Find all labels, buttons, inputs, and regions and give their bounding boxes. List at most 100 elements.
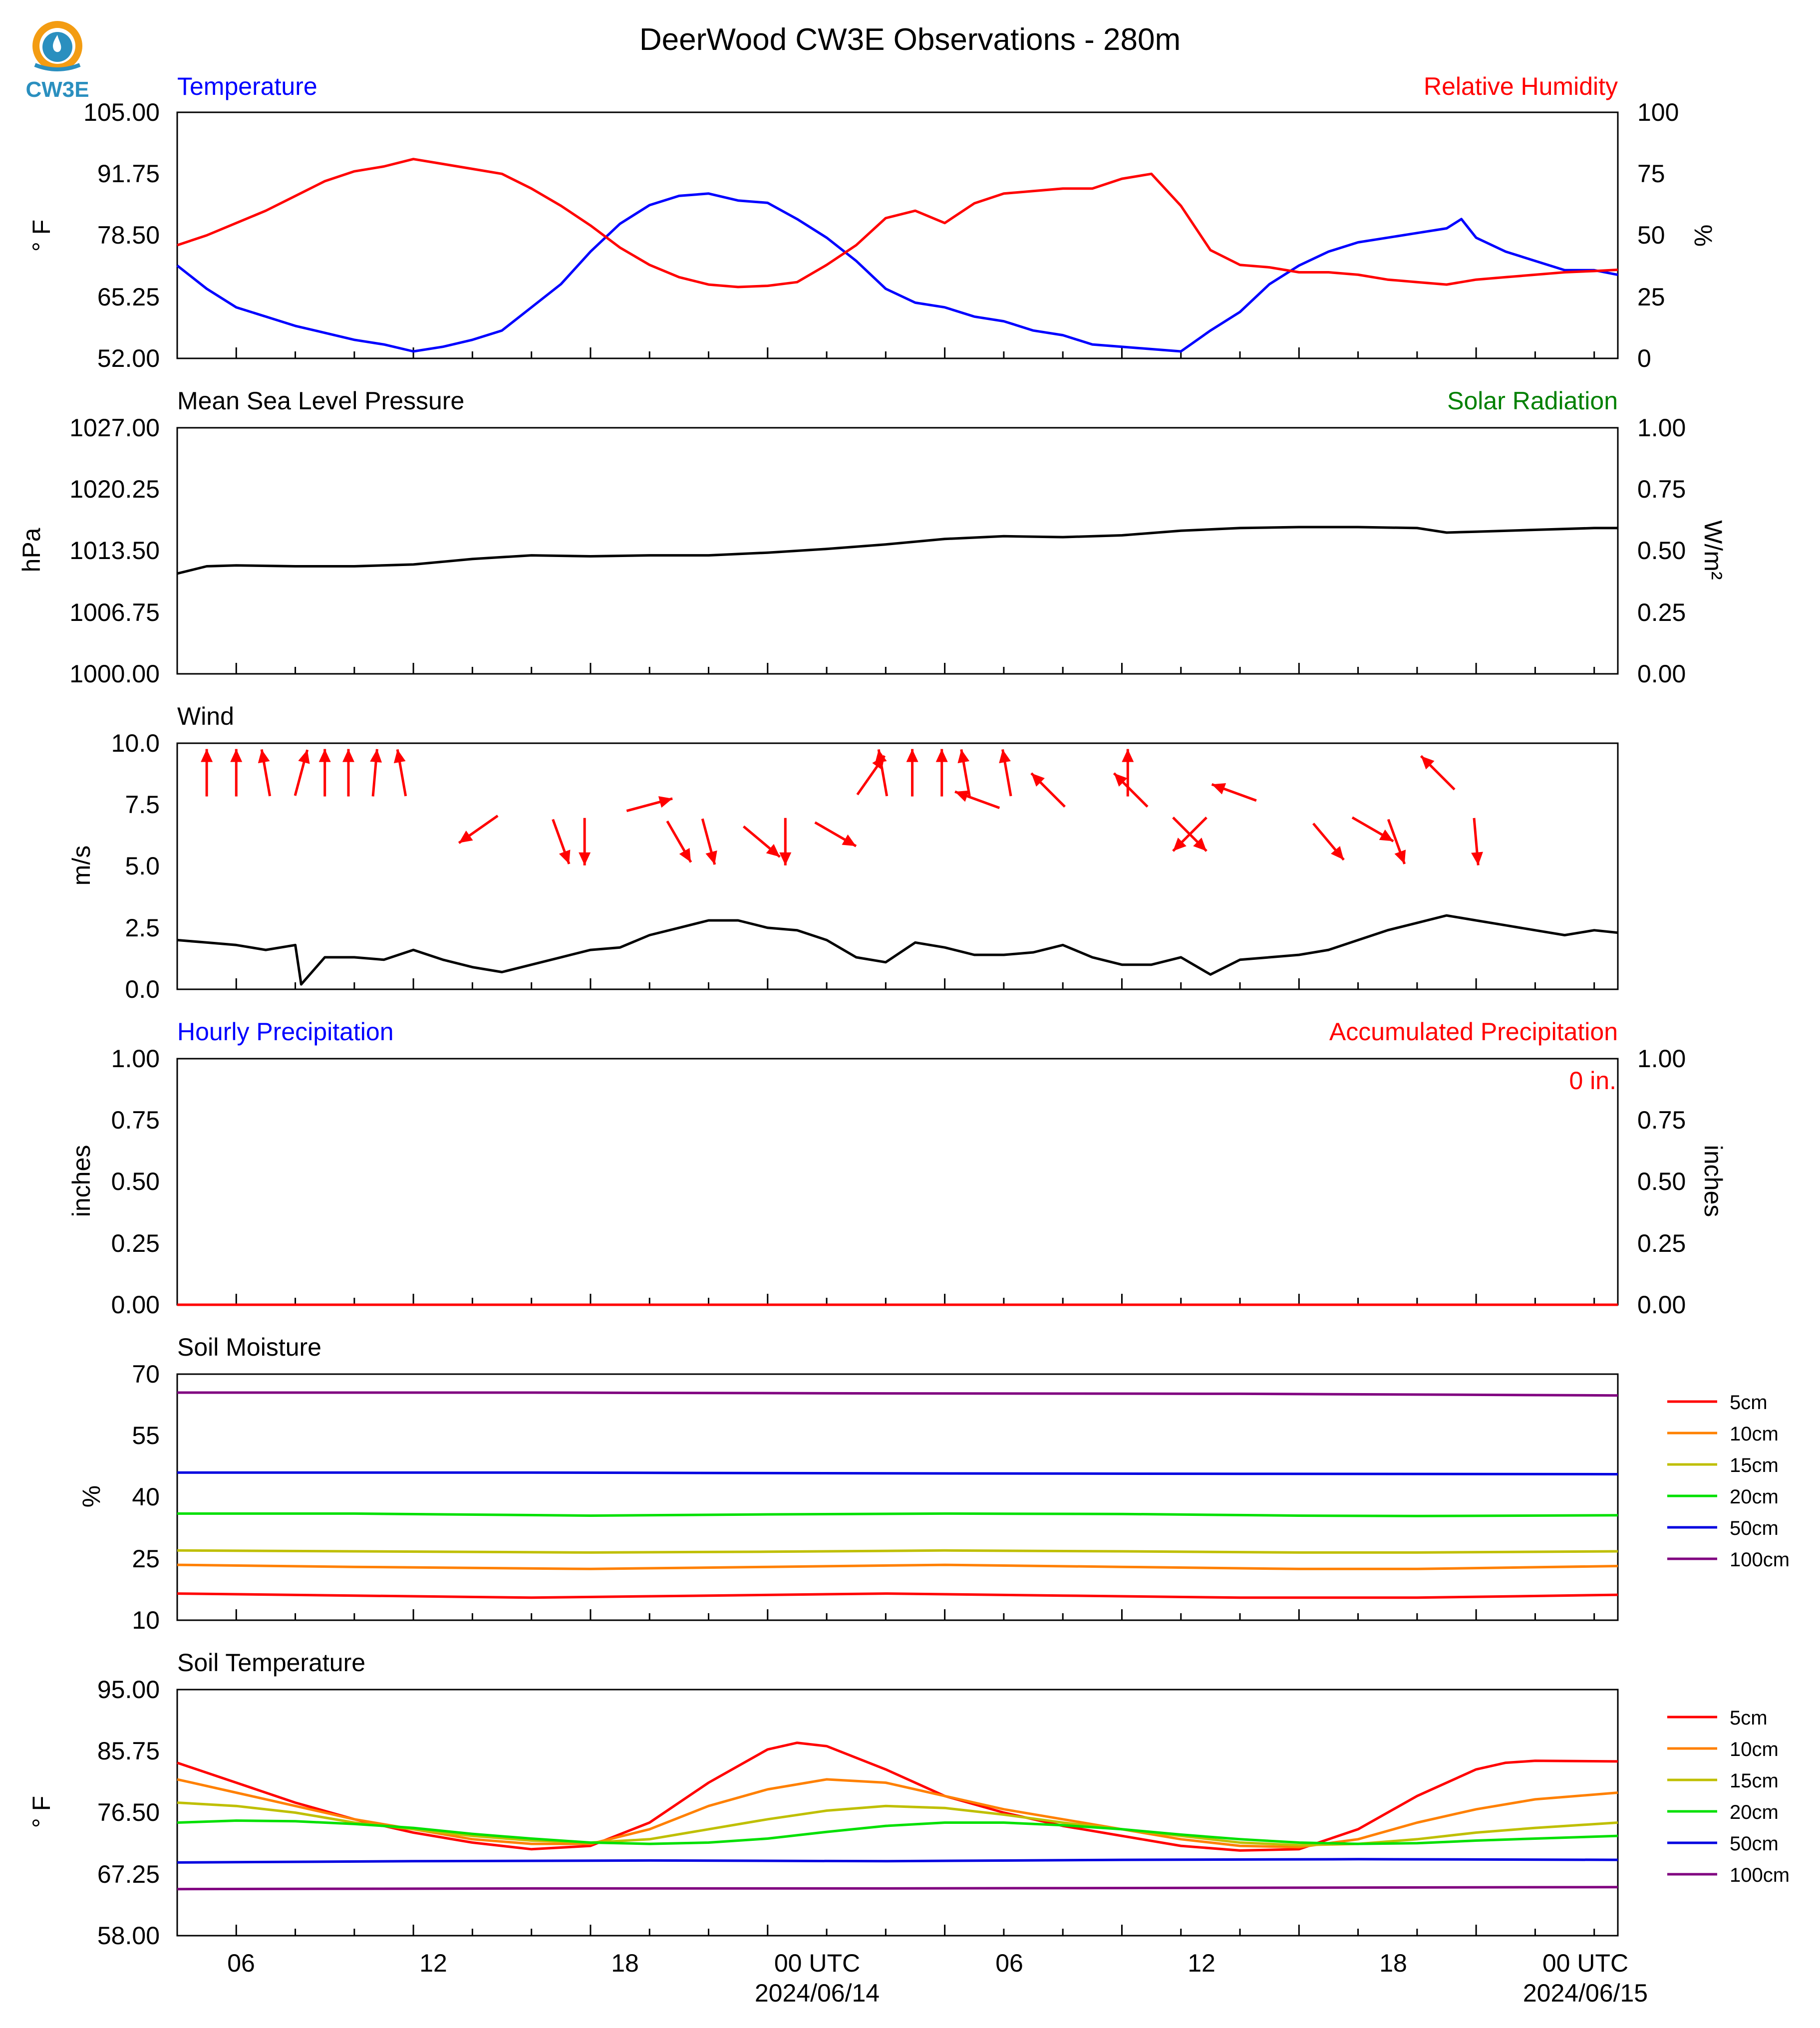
wind-arrow-head	[658, 796, 673, 808]
ytick-label: 2.5	[125, 914, 160, 942]
wind-arrow	[258, 749, 272, 797]
x-axis-labels: 06 12 18 00 UTC 2024/06/14 06 12 18 00 U…	[227, 1949, 1648, 2007]
y-left-ticks: 10 25 40 55 70	[132, 1360, 160, 1634]
wind-arrow-head	[1212, 783, 1226, 795]
wind-arrow	[1113, 772, 1149, 808]
series-layer	[176, 158, 1618, 358]
panel-wind: Wind m/s 0.0 2.5 5.0 7.5 10.0	[67, 702, 1619, 1003]
ytick-label: 91.75	[97, 160, 160, 188]
wind-arrow-head	[230, 749, 243, 762]
ytick-label: 0.25	[1637, 598, 1686, 626]
xtick-label: 18	[611, 1949, 639, 1977]
legend-label: 10cm	[1730, 1738, 1779, 1760]
plot-frame	[176, 111, 1619, 359]
wind-arrow	[779, 818, 792, 866]
wind-arrow	[342, 749, 355, 797]
ytick-label: 70	[132, 1360, 160, 1388]
y-left-ticks: 52.00 65.25 78.50 91.75 105.00	[83, 98, 160, 372]
ytick-label: 0.50	[111, 1167, 160, 1195]
wind-arrow-head	[779, 852, 792, 866]
legend-label: 5cm	[1730, 1707, 1768, 1729]
wind-arrow-head	[957, 749, 970, 764]
series-layer	[177, 1294, 1618, 1306]
xtick-label: 00 UTC	[774, 1949, 860, 1977]
wind-arrow-head	[370, 749, 382, 763]
panel-temperature-humidity: Temperature Relative Humidity ° F % 52.0…	[27, 72, 1717, 372]
wind-arrow	[701, 818, 717, 865]
plot-frame	[176, 742, 1619, 990]
series-layer	[177, 526, 1618, 674]
ytick-label: 0.00	[1637, 1291, 1686, 1319]
wind-arrow-head	[298, 750, 310, 764]
wind-arrow	[1312, 823, 1345, 861]
pressure-title: Mean Sea Level Pressure	[177, 387, 464, 415]
wind-arrow-head	[342, 749, 355, 762]
wind-arrow	[1387, 819, 1406, 865]
series-line-20cm	[177, 1512, 1618, 1517]
wind-arrow-head	[1114, 773, 1128, 787]
plot-frame	[176, 1689, 1619, 1937]
ytick-label: 0.00	[111, 1291, 160, 1319]
series-line-10cm	[177, 1563, 1618, 1570]
ytick-label: 0	[1637, 344, 1651, 372]
solar-radiation-title: Solar Radiation	[1447, 387, 1618, 415]
wind-arrow	[742, 825, 781, 858]
series-line-50cm	[177, 1471, 1618, 1475]
ytick-label: 76.50	[97, 1798, 160, 1826]
wind-arrow-head	[393, 749, 406, 764]
xtick-label: 12	[1188, 1949, 1215, 1977]
legend-label: 50cm	[1730, 1517, 1779, 1539]
wind-arrow	[1471, 818, 1483, 866]
legend-label: 5cm	[1730, 1392, 1768, 1414]
legend-label: 10cm	[1730, 1423, 1779, 1445]
wind-arrow-head	[935, 749, 948, 762]
legend-label: 15cm	[1730, 1770, 1779, 1792]
ytick-label: 10	[132, 1606, 160, 1634]
legend-label: 15cm	[1730, 1454, 1779, 1476]
wind-arrow-head	[459, 831, 473, 843]
ytick-label: 58.00	[97, 1922, 160, 1950]
ytick-label: 0.50	[1637, 537, 1686, 565]
series-line-mean-sea-level-pressure	[177, 526, 1618, 575]
wind-arrow-head	[258, 749, 270, 764]
series-layer	[177, 1741, 1618, 1936]
xtick-date-label: 2024/06/15	[1523, 1979, 1648, 2007]
wind-arrow	[393, 749, 407, 797]
legend: 5cm 10cm 15cm 20cm 50cm 100cm	[1667, 1707, 1790, 1886]
wind-title: Wind	[177, 702, 234, 730]
wind-arrows-layer	[201, 749, 1483, 866]
y-right-ticks: 0.00 0.25 0.50 0.75 1.00	[1637, 1045, 1686, 1319]
y-right-ticks: 0 25 50 75 100	[1637, 98, 1679, 372]
wind-arrow	[552, 819, 571, 865]
series-line-relative-humidity	[177, 158, 1618, 289]
panel-pressure: Mean Sea Level Pressure Solar Radiation …	[17, 387, 1727, 688]
ytick-label: 50	[1637, 221, 1665, 249]
wind-arrow	[666, 820, 692, 863]
xtick-label: 06	[995, 1949, 1023, 1977]
ytick-label: 25	[132, 1545, 160, 1573]
logo-drop-icon	[53, 35, 61, 52]
ytick-label: 55	[132, 1422, 160, 1449]
y-left-ticks: 0.0 2.5 5.0 7.5 10.0	[111, 729, 160, 1003]
legend: 5cm 10cm 15cm 20cm 50cm 100cm	[1667, 1392, 1790, 1571]
x-ticks	[235, 978, 1595, 989]
plot-frame	[176, 1373, 1619, 1621]
wind-arrow	[1420, 755, 1456, 791]
ytick-label: 10.0	[111, 729, 160, 757]
ytick-label: 25	[1637, 283, 1665, 311]
series-line-100cm	[177, 1886, 1618, 1891]
xtick-date-label: 2024/06/14	[755, 1979, 880, 2007]
humidity-title: Relative Humidity	[1424, 72, 1618, 100]
wind-arrow-head	[1471, 852, 1483, 866]
soil-moisture-title: Soil Moisture	[177, 1333, 321, 1361]
ytick-label: 40	[132, 1483, 160, 1511]
temperature-title: Temperature	[177, 72, 317, 100]
wind-arrow	[579, 818, 591, 866]
x-ticks	[235, 663, 1595, 674]
y-left-ticks: 0.00 0.25 0.50 0.75 1.00	[111, 1045, 160, 1319]
series-line-5cm	[177, 1741, 1618, 1852]
ytick-label: 0.25	[1637, 1229, 1686, 1257]
xtick-label: 06	[227, 1949, 255, 1977]
wind-arrow	[814, 821, 857, 848]
